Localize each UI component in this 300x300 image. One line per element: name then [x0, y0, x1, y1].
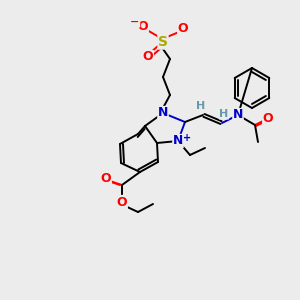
Text: O: O — [143, 50, 153, 64]
Text: N: N — [173, 134, 183, 148]
Text: O: O — [101, 172, 111, 184]
Text: H: H — [196, 101, 206, 111]
Text: S: S — [158, 35, 168, 49]
Text: +: + — [183, 133, 191, 143]
Text: O: O — [178, 22, 188, 34]
Text: H: H — [219, 109, 229, 119]
Text: O: O — [138, 20, 148, 32]
Text: O: O — [117, 196, 127, 208]
Text: −: − — [130, 17, 140, 27]
Text: O: O — [263, 112, 273, 124]
Text: N: N — [158, 106, 168, 119]
Text: N: N — [233, 109, 243, 122]
